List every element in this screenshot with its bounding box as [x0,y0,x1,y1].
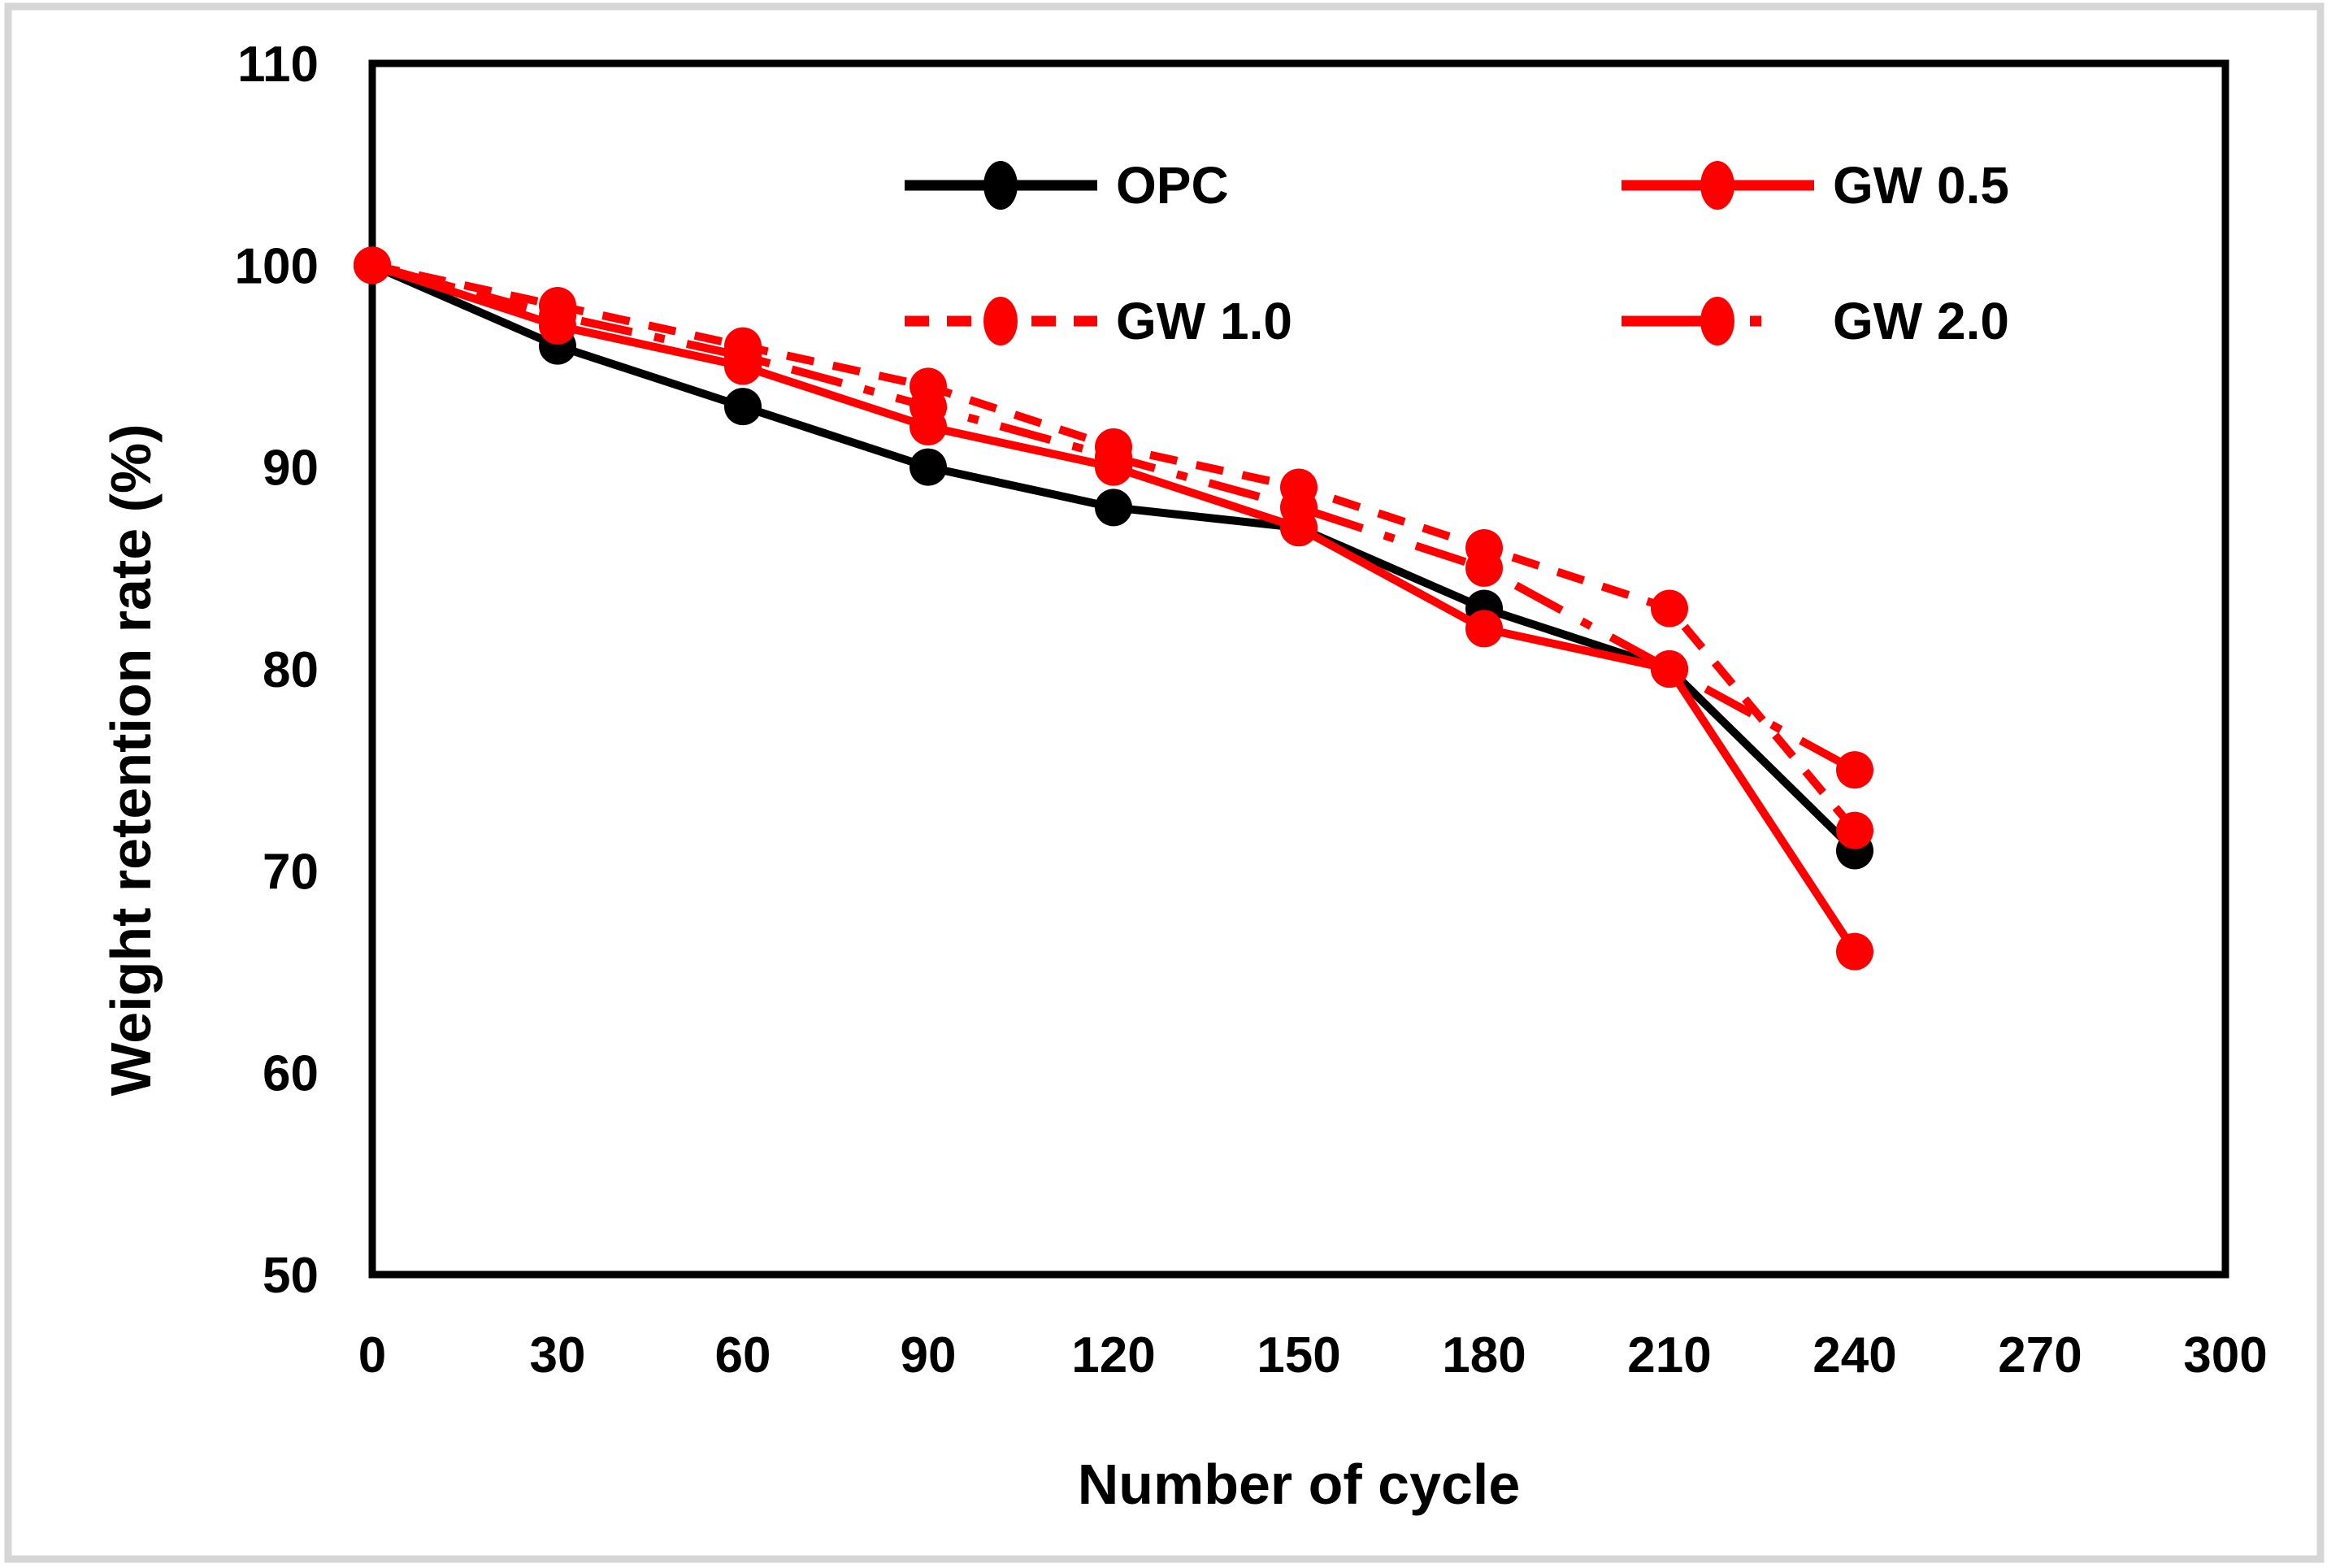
data-point [1651,650,1688,688]
x-axis-tick-label: 60 [715,1327,771,1383]
data-point [1465,610,1503,648]
data-point [910,367,947,406]
legend-item-gw-0-5: GW 0.5 [1622,156,2009,215]
x-axis-tick-label: 30 [530,1327,586,1383]
x-axis-tick-label: 0 [358,1327,386,1383]
y-axis-tick-label: 70 [263,844,319,900]
data-point [1095,448,1132,486]
legend-label: GW 2.0 [1833,292,2009,350]
data-point [1836,751,1873,789]
legend-label: OPC [1116,156,1229,215]
data-point [1651,589,1688,628]
data-point [724,388,762,426]
data-point [1836,932,1873,971]
plot-frame [368,59,2229,1279]
data-point [1836,811,1873,849]
x-axis-tick-label: 210 [1627,1327,1711,1383]
legend-item-gw-1-0: GW 1.0 [905,292,1292,350]
series-gw-0-5 [354,246,1873,971]
y-axis-tick-label: 80 [263,642,319,698]
y-axis-title: Weight retention rate (%) [99,423,163,1096]
legend-label: GW 1.0 [1116,292,1292,350]
y-axis-tick-label: 50 [263,1248,319,1304]
legend-marker [983,161,1018,210]
data-point [1280,468,1318,506]
data-point [724,347,762,385]
legend-item-opc: OPC [905,156,1229,215]
data-point [1280,509,1318,547]
legend-marker [983,297,1018,345]
data-point [910,448,947,486]
x-axis-tick-label: 240 [1813,1327,1896,1383]
legend-marker [1700,297,1734,345]
legend-marker [1700,161,1734,210]
legend-item-gw-2-0: GW 2.0 [1622,292,2009,350]
x-axis-tick-label: 150 [1257,1327,1340,1383]
y-axis-tick-label: 90 [263,441,319,497]
x-axis-tick-label: 180 [1442,1327,1526,1383]
y-axis-tick-label: 110 [237,37,319,93]
data-point [539,306,576,345]
x-axis-tick-label: 120 [1071,1327,1155,1383]
x-axis-title: Number of cycle [1078,1453,1521,1516]
legend-label: GW 0.5 [1833,156,2009,215]
figure-border [4,2,2325,1563]
y-axis-tick-label: 100 [235,238,319,294]
data-point [1465,529,1503,567]
data-point [1095,489,1132,527]
x-axis-tick-label: 300 [2183,1327,2267,1383]
x-axis-tick-label: 270 [1998,1327,2082,1383]
data-point [910,408,947,445]
x-axis-tick-label: 90 [901,1327,957,1383]
y-axis-tick-label: 60 [263,1046,319,1102]
data-point [354,246,391,284]
